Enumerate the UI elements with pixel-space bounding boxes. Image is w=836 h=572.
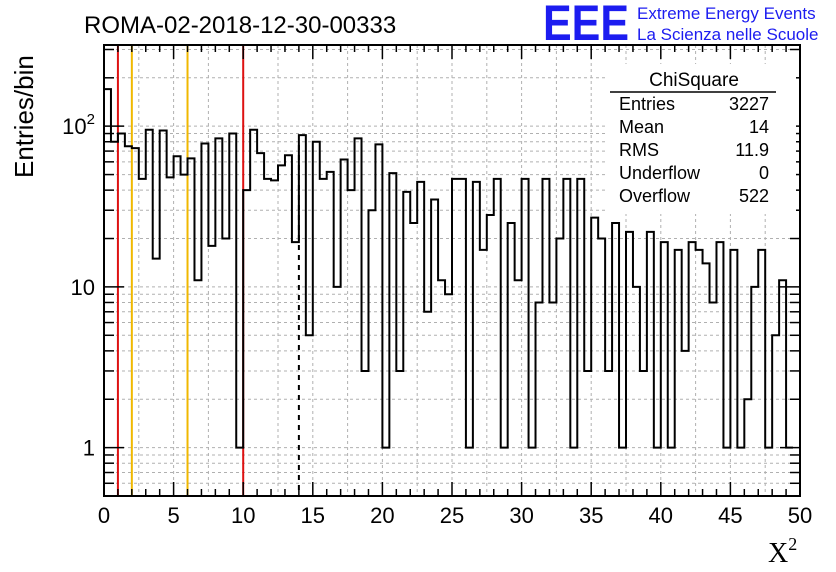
- stats-row-label: Overflow: [619, 186, 691, 206]
- x-tick-label: 0: [98, 503, 110, 528]
- eee-logo-line2: La Scienza nelle Scuole: [637, 25, 818, 44]
- eee-logo-mark: EEE: [543, 0, 629, 51]
- stats-row-value: 14: [749, 117, 769, 137]
- eee-logo: EEE Extreme Energy Events La Scienza nel…: [543, 0, 818, 51]
- x-axis-label-superscript: 2: [788, 534, 797, 554]
- x-tick-label: 40: [649, 503, 673, 528]
- x-tick-labels: 0 5 10 15 20 25 30 35 40 45 50: [98, 503, 812, 528]
- x-axis-label: X2: [768, 534, 797, 569]
- stats-rows: Entries 3227 Mean 14 RMS 11.9 Underflow 0 Overfl…: [619, 94, 769, 206]
- stats-row-value: 11.9: [735, 140, 769, 160]
- stats-row-value: 522: [739, 186, 769, 206]
- stats-box: ChiSquare Entries 3227 Mean 14 RMS 11.9 Underf…: [606, 64, 796, 214]
- x-tick-label: 45: [718, 503, 742, 528]
- x-tick-label: 30: [509, 503, 533, 528]
- y-tick-label: 10: [71, 275, 95, 300]
- stats-row-label: RMS: [619, 140, 659, 160]
- x-tick-label: 50: [788, 503, 812, 528]
- x-tick-label: 25: [440, 503, 464, 528]
- stats-row-value: 0: [759, 163, 769, 183]
- stats-box-name: ChiSquare: [649, 70, 739, 91]
- y-axis-label: Entries/bin: [9, 55, 39, 178]
- stats-row-label: Underflow: [619, 163, 701, 183]
- y-tick-label: 1: [83, 436, 95, 461]
- chart-title: ROMA-02-2018-12-30-00333: [84, 12, 396, 39]
- x-tick-label: 10: [231, 503, 255, 528]
- x-tick-label: 35: [579, 503, 603, 528]
- x-tick-label: 20: [370, 503, 394, 528]
- histogram-line: [104, 88, 794, 449]
- x-axis-label-base: X: [768, 538, 788, 569]
- stats-row-label: Entries: [619, 94, 675, 114]
- eee-logo-line1: Extreme Energy Events: [637, 4, 816, 23]
- x-tick-label: 15: [301, 503, 325, 528]
- y-tick-label: 102: [62, 111, 95, 139]
- x-tick-label: 5: [167, 503, 179, 528]
- y-tick-labels: 1 10 102: [62, 111, 95, 460]
- stats-row-label: Mean: [619, 117, 664, 137]
- stats-row-value: 3227: [729, 94, 769, 114]
